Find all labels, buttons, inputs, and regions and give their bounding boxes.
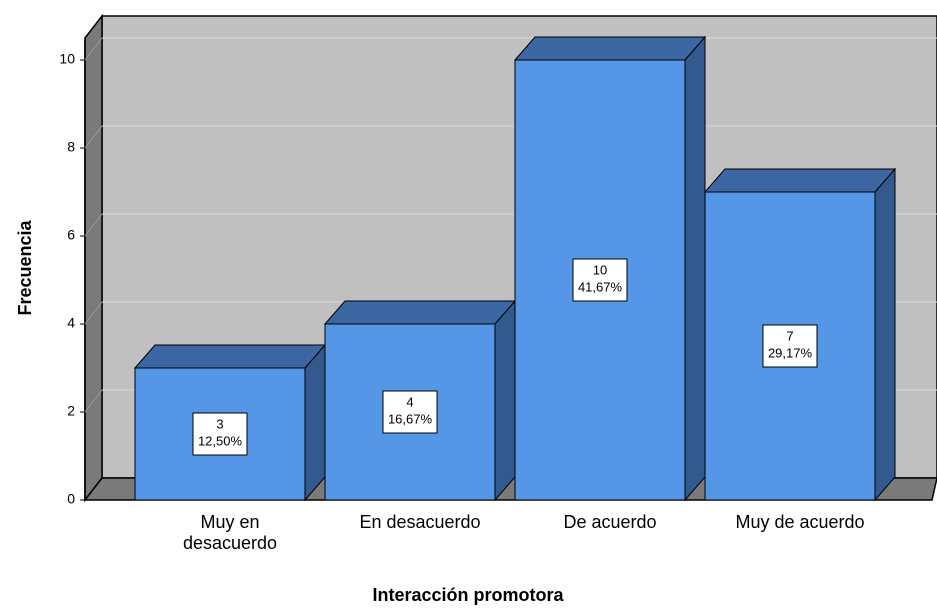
x-tick-label: Muy de acuerdo xyxy=(735,512,865,532)
grid-line-side xyxy=(84,37,103,61)
y-axis-title: Frecuencia xyxy=(15,219,35,315)
data-label-box xyxy=(382,390,438,434)
data-label-box xyxy=(572,258,628,302)
y-tick-label: 6 xyxy=(67,227,75,243)
x-axis-title: Interacción promotora xyxy=(372,585,564,605)
y-tick-label: 4 xyxy=(67,315,75,331)
data-label-count: 7 xyxy=(786,328,793,343)
y-tick-label: 2 xyxy=(67,403,75,419)
y-tick-label: 8 xyxy=(67,139,75,155)
left-wall xyxy=(84,13,103,503)
y-tick-label: 0 xyxy=(67,491,75,507)
data-label-percent: 16,67% xyxy=(388,411,433,426)
grid-line-side xyxy=(84,301,103,325)
grid-line-side xyxy=(84,213,103,237)
y-tick-label: 10 xyxy=(59,51,75,67)
data-label-box xyxy=(192,412,248,456)
grid-line-side xyxy=(84,389,103,413)
data-label-count: 3 xyxy=(216,416,223,431)
data-label-count: 10 xyxy=(593,262,607,277)
x-tick-label: Muy en desacuerdo xyxy=(182,512,278,553)
bar-top xyxy=(133,344,327,369)
bar-top xyxy=(513,36,707,61)
data-label-count: 4 xyxy=(406,394,413,409)
x-tick-label: De acuerdo xyxy=(563,512,657,532)
bar-side xyxy=(874,167,896,502)
x-tick-label: En desacuerdo xyxy=(359,512,481,532)
data-label-percent: 41,67% xyxy=(578,279,623,294)
bar-side xyxy=(304,343,326,502)
data-label-percent: 29,17% xyxy=(768,345,813,360)
bar-side xyxy=(684,35,706,502)
bar-side xyxy=(494,299,516,502)
data-label-percent: 12,50% xyxy=(198,433,243,448)
data-label-box xyxy=(762,324,818,368)
bar-top xyxy=(703,168,897,193)
bar-top xyxy=(323,300,517,325)
grid-line-side xyxy=(84,125,103,149)
